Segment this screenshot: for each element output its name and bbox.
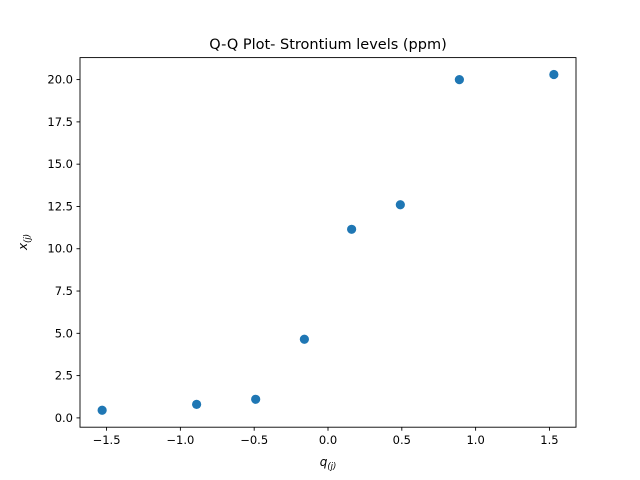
x-tick-label: −1.0 bbox=[166, 433, 194, 447]
data-points bbox=[97, 69, 559, 415]
y-tick-label: 2.5 bbox=[55, 369, 73, 383]
y-axis-label-subscript: (j) bbox=[23, 234, 33, 243]
data-point bbox=[97, 405, 107, 415]
y-tick-label: 5.0 bbox=[55, 326, 73, 340]
y-tick-label: 17.5 bbox=[47, 115, 73, 129]
data-point bbox=[454, 74, 464, 85]
data-point bbox=[549, 69, 559, 80]
x-axis-label: q(j) bbox=[320, 455, 337, 472]
y-axis-label-main: x bbox=[16, 242, 30, 251]
y-axis-ticks: 0.0 2.5 5.0 7.5 10.0 12.5 15.0 17.5 20.0 bbox=[47, 73, 80, 425]
data-point bbox=[251, 394, 261, 404]
x-tick-label: 0.5 bbox=[393, 433, 411, 447]
x-tick-label: 1.0 bbox=[466, 433, 484, 447]
x-tick-label: −1.5 bbox=[93, 433, 121, 447]
y-tick-label: 12.5 bbox=[47, 199, 73, 213]
y-tick-label: 0.0 bbox=[55, 411, 73, 425]
y-tick-label: 20.0 bbox=[47, 73, 73, 87]
chart-title: Q-Q Plot- Strontium levels (ppm) bbox=[209, 37, 447, 53]
y-tick-label: 7.5 bbox=[55, 284, 73, 298]
y-axis-label: x(j) bbox=[16, 234, 33, 251]
y-tick-label: 10.0 bbox=[47, 242, 73, 256]
x-tick-label: −0.5 bbox=[240, 433, 268, 447]
x-tick-label: 1.5 bbox=[540, 433, 558, 447]
x-axis-label-subscript: (j) bbox=[327, 462, 336, 472]
y-tick-label: 15.0 bbox=[47, 157, 73, 171]
data-point bbox=[395, 200, 405, 210]
data-point bbox=[192, 399, 202, 409]
data-point bbox=[299, 334, 309, 344]
x-axis-ticks: −1.5 −1.0 −0.5 0.0 0.5 1.0 1.5 bbox=[93, 427, 559, 447]
x-tick-label: 0.0 bbox=[319, 433, 337, 447]
data-point bbox=[347, 224, 357, 234]
x-axis-label-main: q bbox=[320, 455, 328, 469]
